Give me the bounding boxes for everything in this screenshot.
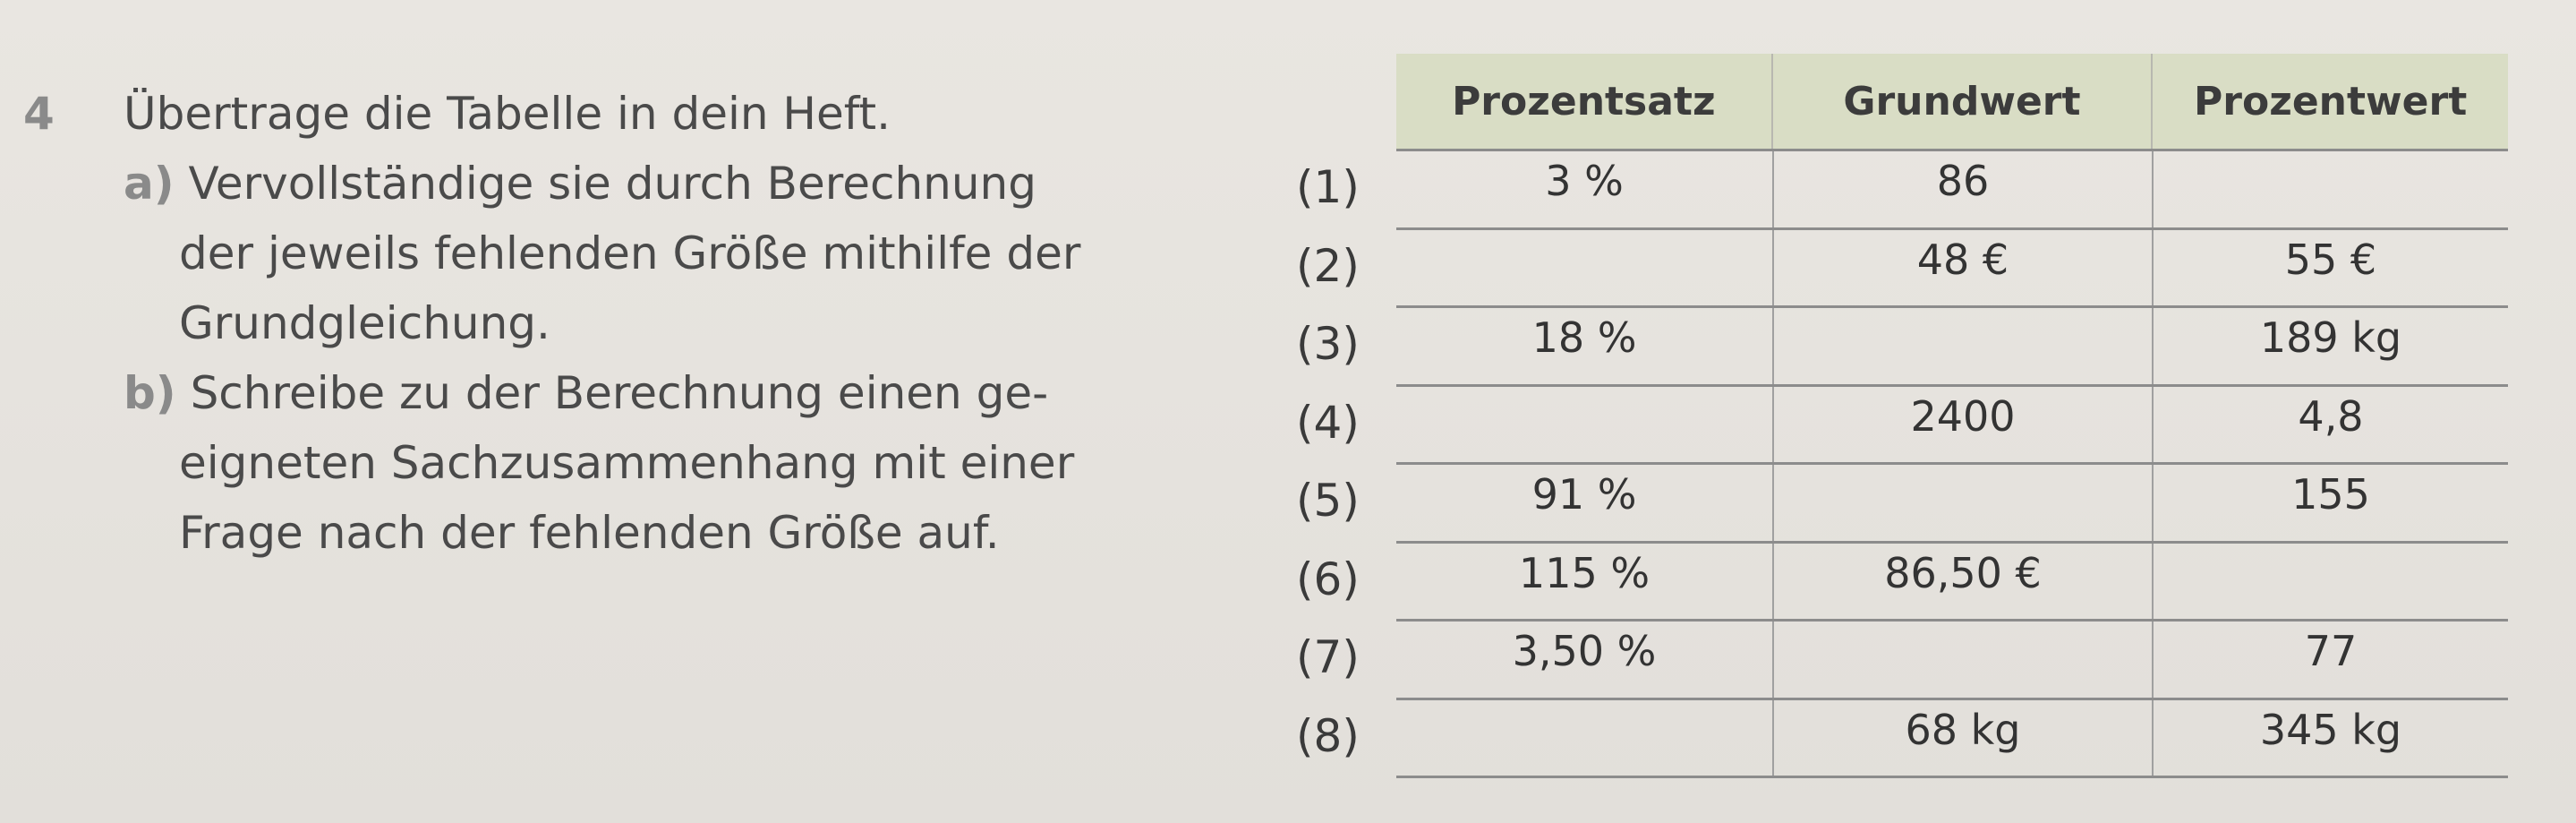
cell-prozentsatz <box>1396 230 1772 306</box>
part-a-label: a) <box>124 158 175 210</box>
table-header: Prozentsatz Grundwert Prozentwert <box>1396 54 2508 151</box>
cell-prozentsatz <box>1396 387 1772 463</box>
part-a-line-2: der jeweils fehlenden Größe mithilfe der <box>179 227 1081 279</box>
table-row: 3 % 86 <box>1396 151 2508 230</box>
cell-prozentsatz: 3,50 % <box>1512 627 1657 675</box>
row-label: (1) <box>1296 161 1360 213</box>
cell-prozentwert: 345 kg <box>2152 699 2508 776</box>
cell-grundwert <box>1772 622 2152 698</box>
part-a-line-1: Vervollständige sie durch Berechnung <box>188 158 1036 210</box>
table-row: 2400 4,8 <box>1396 386 2508 465</box>
cell-prozentsatz: 115 % <box>1518 548 1651 597</box>
exercise-number: 4 <box>23 88 55 140</box>
part-b-line-1: Schreibe zu der Berechnung einen ge- <box>190 367 1049 419</box>
part-b: b) Schreibe zu der Berechnung einen ge- … <box>124 358 1074 568</box>
row-label: (2) <box>1296 239 1360 292</box>
percent-table: Prozentsatz Grundwert Prozentwert 3 % 86… <box>1396 54 2508 778</box>
cell-prozentsatz <box>1396 700 1772 776</box>
table-row: 115 % 86,50 € <box>1396 543 2508 622</box>
part-a-line-3: Grundgleichung. <box>179 297 550 349</box>
cell-prozentwert: 4,8 <box>2152 386 2508 462</box>
cell-grundwert <box>1772 308 2152 384</box>
exercise-instruction: Übertrage die Tabelle in dein Heft. <box>124 88 891 140</box>
cell-prozentwert: 189 kg <box>2152 308 2508 384</box>
cell-prozentwert: 155 <box>2152 465 2508 541</box>
row-label: (8) <box>1296 709 1360 762</box>
part-b-label: b) <box>124 367 176 419</box>
cell-grundwert <box>1772 465 2152 541</box>
cell-prozentwert: 55 € <box>2152 229 2508 305</box>
part-b-line-3: Frage nach der fehlenden Größe auf. <box>179 507 1000 559</box>
table-row: 48 € 55 € <box>1396 229 2508 308</box>
header-prozentsatz: Prozentsatz <box>1452 78 1716 124</box>
row-labels: (1) (2) (3) (4) (5) (6) (7) (8) <box>1296 149 1360 776</box>
cell-prozentsatz: 18 % <box>1531 313 1637 362</box>
header-grundwert: Grundwert <box>1770 54 2152 149</box>
cell-grundwert: 86,50 € <box>1772 543 2152 619</box>
row-label: (3) <box>1296 318 1360 370</box>
row-label: (4) <box>1296 396 1360 449</box>
cell-grundwert: 86 <box>1772 151 2152 227</box>
cell-grundwert: 48 € <box>1772 229 2152 305</box>
cell-prozentsatz: 3 % <box>1545 157 1624 205</box>
cell-prozentsatz: 91 % <box>1531 470 1637 519</box>
part-b-line-2: eigneten Sachzusammenhang mit einer <box>179 437 1075 489</box>
row-label: (6) <box>1296 553 1360 605</box>
row-label: (7) <box>1296 631 1360 683</box>
cell-grundwert: 68 kg <box>1772 699 2152 776</box>
table-row: 18 % 189 kg <box>1396 308 2508 387</box>
cell-prozentwert <box>2152 151 2508 227</box>
cell-prozentwert <box>2152 543 2508 619</box>
table-row: 68 kg 345 kg <box>1396 699 2508 778</box>
header-prozentwert: Prozentwert <box>2151 54 2508 149</box>
row-label: (5) <box>1296 475 1360 527</box>
table-row: 3,50 % 77 <box>1396 622 2508 700</box>
cell-grundwert: 2400 <box>1772 386 2152 462</box>
cell-prozentwert: 77 <box>2152 622 2508 698</box>
table-row: 91 % 155 <box>1396 465 2508 544</box>
part-a: a) Vervollständige sie durch Berechnung … <box>124 149 1080 358</box>
